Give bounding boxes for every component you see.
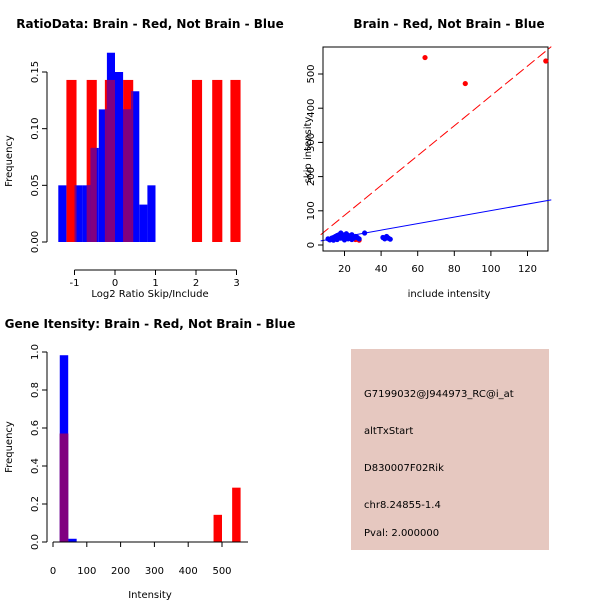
intensity-histogram-xlabel: Intensity (128, 590, 172, 600)
ratio-histogram-axes: -1 0 1 2 3 0.00 0.05 0.10 0.15 (30, 61, 240, 289)
skip-scatter-title: Brain - Red, Not Brain - Blue (353, 17, 544, 31)
event-type-text: altTxStart (364, 426, 413, 437)
brain-bar-4 (191, 79, 203, 242)
intensity-histogram-bars (59, 355, 241, 542)
intensity-y-tick-label-3: 0.6 (30, 420, 41, 436)
brain-bar-6 (230, 79, 241, 242)
ratio-x-tick-label-0: -1 (70, 278, 80, 289)
intensity-x-tick-label-4: 400 (179, 566, 198, 577)
scatter-x-tick-label-2: 60 (411, 264, 424, 275)
not-brain-bar-8 (131, 91, 140, 243)
ratio-x-tick-label-4: 3 (233, 278, 239, 289)
not-brain-bar-2 (82, 185, 91, 242)
overlap-bar-1-3 (90, 147, 97, 242)
not-brain-bar-10 (147, 185, 156, 242)
intensity-histogram-axes: 0 100 200 300 400 500 0.0 0.2 0.4 0.6 0.8 1.0 (30, 344, 248, 577)
scatter-y-tick-label-3: 300 (306, 133, 317, 152)
intensity-histogram-ylabel: Frequency (4, 421, 15, 473)
brain-bar-1 (213, 514, 222, 542)
intensity-histogram-panel: Gene Itensity: Brain - Red, Not Brain - … (4, 317, 295, 600)
scatter-y-tick-label-5: 500 (306, 64, 317, 83)
probe-id-text: G7199032@J944973_RC@i_at (364, 389, 514, 400)
overlap-bar-3-8 (131, 91, 134, 243)
scatter-x-tick-label-3: 80 (448, 264, 461, 275)
skip-scatter-points (325, 54, 549, 243)
brain-point-1 (462, 80, 468, 87)
intensity-y-tick-label-0: 0.0 (30, 534, 41, 550)
not-brain-fit-line (320, 199, 552, 242)
overlap-bar-3-7 (123, 109, 132, 243)
brain-bar-0 (66, 79, 77, 242)
gene-name-text: D830007F02Rik (364, 463, 444, 474)
not-brain-point-33 (387, 236, 393, 242)
ratio-x-tick-label-2: 1 (152, 278, 158, 289)
not-brain-bar-0 (58, 185, 67, 242)
ratio-x-tick-label-1: 0 (112, 278, 118, 289)
ratio-x-tick-label-3: 2 (193, 278, 199, 289)
not-brain-point-28 (362, 230, 368, 236)
not-brain-bar-9 (139, 204, 148, 242)
info-panel: G7199032@J944973_RC@i_at altTxStart D830… (351, 349, 549, 550)
scatter-y-tick-label-0: 0 (306, 242, 317, 248)
not-brain-bar-4 (98, 109, 107, 243)
skip-scatter-axes: 20 40 60 80 100 120 0 100 200 300 400 500 (306, 64, 537, 275)
intensity-y-tick-label-1: 0.2 (30, 496, 41, 512)
intensity-x-tick-label-0: 0 (50, 566, 56, 577)
not-brain-bar-6 (115, 72, 124, 242)
intensity-histogram-title: Gene Itensity: Brain - Red, Not Brain - … (5, 317, 296, 331)
location-text: chr8.24855-1.4 (364, 500, 441, 511)
ratio-histogram-xlabel: Log2 Ratio Skip/Include (91, 289, 208, 300)
ratio-y-tick-label-1: 0.05 (30, 174, 41, 196)
skip-scatter-xlabel: include intensity (408, 289, 491, 300)
ratio-histogram-bars (58, 52, 241, 243)
not-brain-bar-1 (74, 185, 83, 242)
brain-fit-line (320, 46, 552, 236)
overlap-bar-1-2 (86, 185, 91, 242)
ratio-y-tick-label-3: 0.15 (30, 61, 41, 83)
intensity-y-tick-label-5: 1.0 (30, 344, 41, 360)
brain-bar-5 (212, 79, 223, 242)
scatter-x-tick-label-5: 120 (518, 264, 537, 275)
intensity-x-tick-label-1: 100 (77, 566, 96, 577)
info-panel-background (351, 349, 549, 550)
scatter-x-tick-label-4: 100 (481, 264, 500, 275)
overlap-bar-0-1 (74, 185, 77, 242)
overlap-bar-0-0 (59, 433, 69, 542)
skip-scatter-panel: Brain - Red, Not Brain - Blue 20 40 60 80 10… (303, 17, 552, 300)
scatter-y-tick-label-2: 200 (306, 167, 317, 186)
intensity-x-tick-label-3: 300 (145, 566, 164, 577)
ratio-histogram-panel: RatioData: Brain - Red, Not Brain - Blue… (4, 17, 284, 300)
not-brain-bar-1 (68, 538, 77, 542)
scatter-x-tick-label-0: 20 (338, 264, 351, 275)
scatter-x-tick-label-1: 40 (375, 264, 388, 275)
skip-scatter-ylabel: skip intensity (303, 117, 314, 184)
intensity-x-tick-label-5: 500 (212, 566, 231, 577)
intensity-y-tick-label-2: 0.4 (30, 458, 41, 474)
brain-point-2 (543, 58, 549, 64)
brain-point-0 (422, 54, 428, 61)
overlap-bar-2-5 (106, 79, 115, 242)
scatter-y-tick-label-4: 400 (306, 99, 317, 118)
ratio-y-tick-label-2: 0.10 (30, 118, 41, 140)
intensity-y-tick-label-4: 0.8 (30, 382, 41, 398)
scatter-y-tick-label-1: 100 (306, 201, 317, 220)
skip-scatter-fit-lines (320, 46, 552, 242)
pval-text: Pval: 2.000000 (364, 528, 439, 539)
ratio-y-tick-label-0: 0.00 (30, 231, 41, 253)
ratio-histogram-title: RatioData: Brain - Red, Not Brain - Blue (16, 17, 283, 31)
not-brain-point-27 (356, 236, 362, 242)
brain-bar-2 (232, 487, 241, 542)
intensity-x-tick-label-2: 200 (111, 566, 130, 577)
ratio-histogram-ylabel: Frequency (4, 135, 15, 187)
overlap-bar-2-4 (104, 109, 107, 243)
